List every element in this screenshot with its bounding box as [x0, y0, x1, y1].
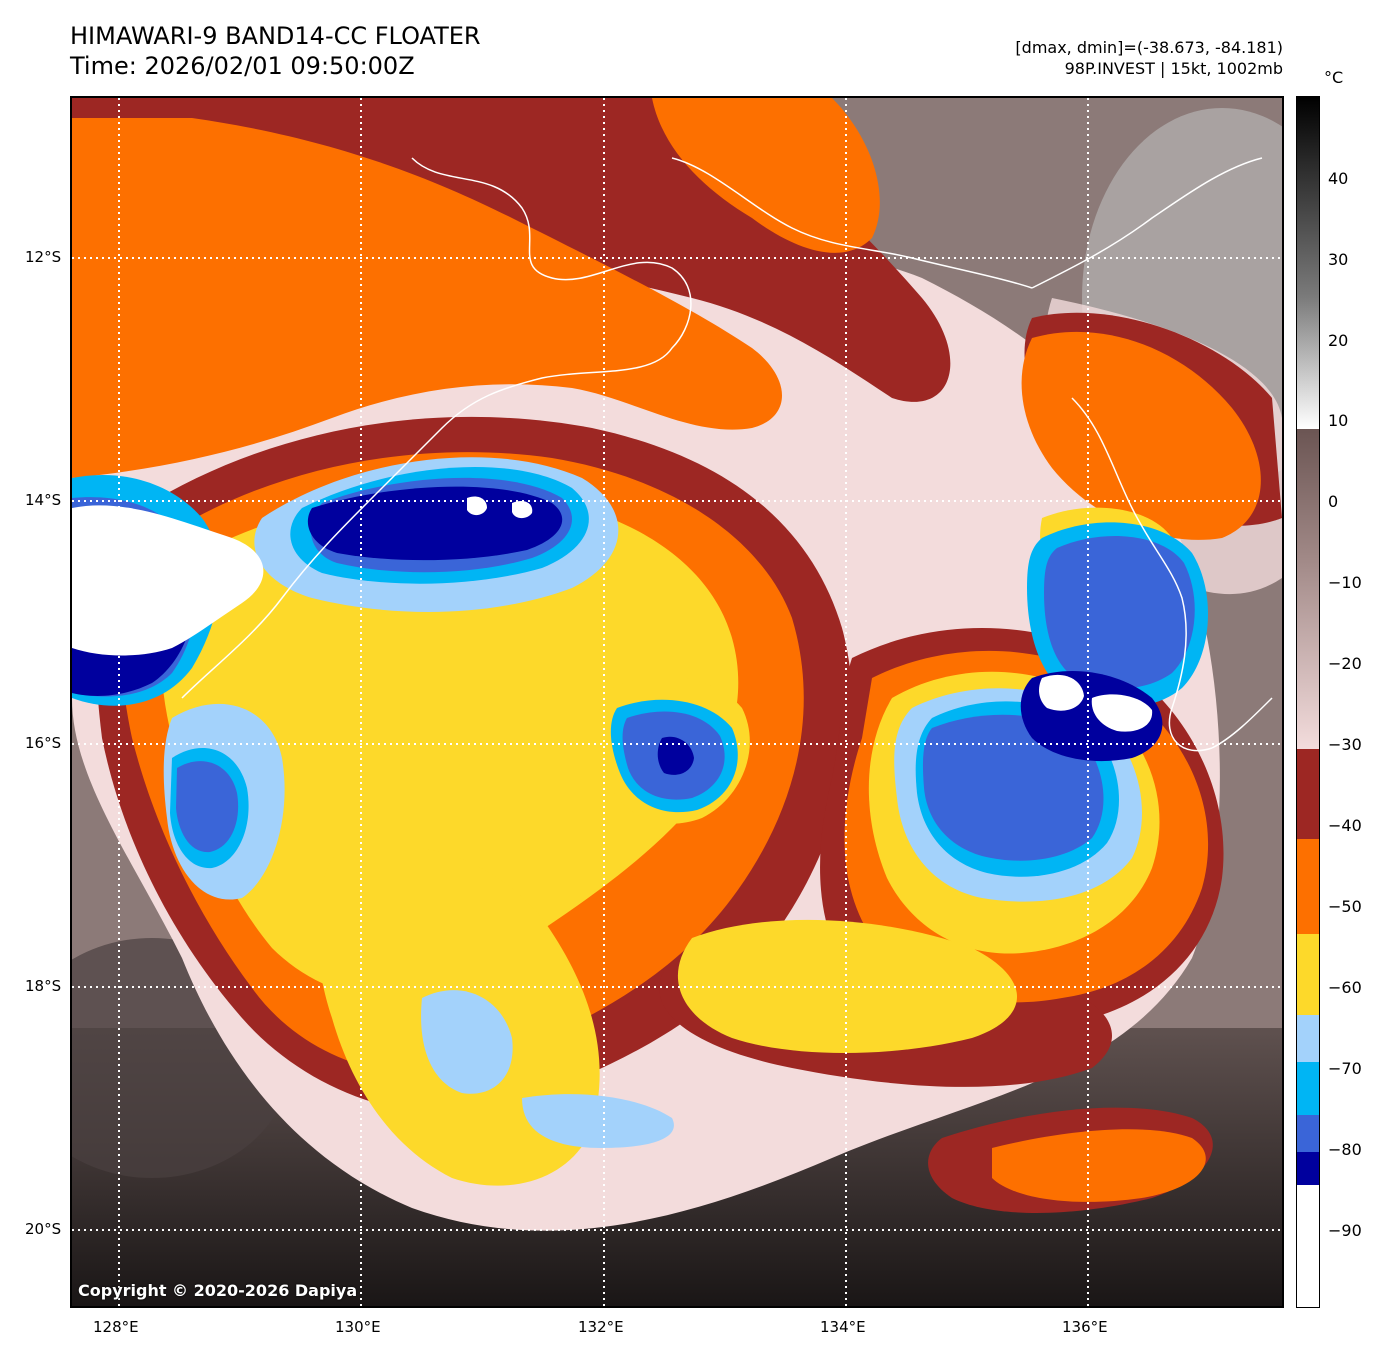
lat-tick-18s: 18°S: [25, 977, 62, 995]
lat-tick-16s: 16°S: [25, 734, 62, 752]
colorbar-tick-m40: −40: [1328, 816, 1362, 835]
colorbar-gray-segment: [1297, 97, 1319, 429]
lon-tick-134e: 134°E: [820, 1318, 866, 1336]
colorbar-cyan-segment: [1297, 1062, 1319, 1115]
timestamp: Time: 2026/02/01 09:50:00Z: [70, 52, 415, 80]
colorbar-tick-m70: −70: [1328, 1059, 1362, 1078]
colorbar-orange-segment: [1297, 839, 1319, 934]
colorbar-tick-0: 0: [1328, 492, 1339, 511]
colorbar-tick-m30: −30: [1328, 735, 1362, 754]
lat-tick-20s: 20°S: [25, 1220, 62, 1238]
colorbar-tick-m90: −90: [1328, 1221, 1362, 1240]
colorbar-white-segment: [1297, 1185, 1319, 1307]
colorbar-tick-m20: −20: [1328, 654, 1362, 673]
colorbar-tick-m10: −10: [1328, 573, 1362, 592]
colorbar-lightblue-segment: [1297, 1015, 1319, 1062]
satellite-map: Copyright © 2020-2026 Dapiya: [70, 96, 1284, 1308]
storm-info: 98P.INVEST | 15kt, 1002mb: [1064, 59, 1283, 78]
lon-tick-132e: 132°E: [578, 1318, 624, 1336]
coastline: [181, 157, 1273, 752]
colorbar-tick-40: 40: [1328, 169, 1349, 188]
lat-tick-14s: 14°S: [25, 491, 62, 509]
colorbar-tick-30: 30: [1328, 250, 1349, 269]
chart-title: HIMAWARI-9 BAND14-CC FLOATER: [70, 22, 481, 50]
colorbar-navy-segment: [1297, 1152, 1319, 1185]
satellite-imagery: [72, 98, 1282, 1306]
colorbar: [1296, 96, 1320, 1308]
colorbar-blue-segment: [1297, 1115, 1319, 1152]
lon-tick-136e: 136°E: [1062, 1318, 1108, 1336]
lon-tick-130e: 130°E: [335, 1318, 381, 1336]
lat-tick-12s: 12°S: [25, 248, 62, 266]
colorbar-brown-segment: [1297, 429, 1319, 749]
colorbar-tick-20: 20: [1328, 331, 1349, 350]
colorbar-tick-10: 10: [1328, 411, 1349, 430]
colorbar-tick-m60: −60: [1328, 978, 1362, 997]
colorbar-red-segment: [1297, 749, 1319, 839]
colorbar-tick-m50: −50: [1328, 897, 1362, 916]
lon-tick-128e: 128°E: [93, 1318, 139, 1336]
colorbar-tick-m80: −80: [1328, 1140, 1362, 1159]
copyright-notice: Copyright © 2020-2026 Dapiya: [78, 1281, 358, 1300]
data-range: [dmax, dmin]=(-38.673, -84.181): [1015, 38, 1283, 57]
graticule: [72, 98, 1282, 1306]
colorbar-yellow-segment: [1297, 934, 1319, 1015]
colorbar-unit: °C: [1324, 68, 1344, 87]
